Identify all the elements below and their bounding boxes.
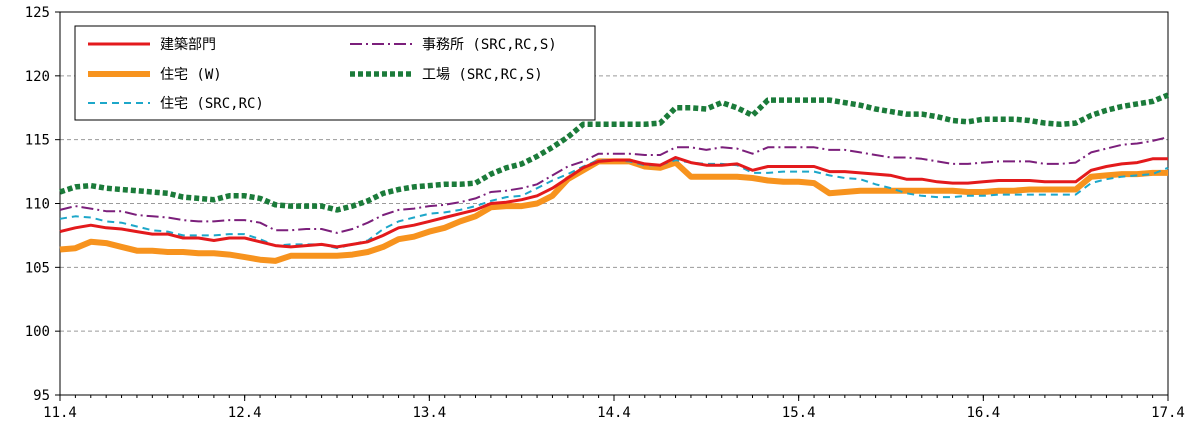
y-tick-label: 125 bbox=[25, 5, 50, 21]
x-tick-label: 15.4 bbox=[782, 405, 816, 421]
y-tick-label: 110 bbox=[25, 197, 50, 213]
series-line bbox=[59, 159, 1169, 250]
x-tick-label: 11.4 bbox=[43, 405, 77, 421]
legend-label: 住宅 (SRC,RC) bbox=[160, 96, 264, 112]
y-tick-label: 120 bbox=[25, 69, 50, 85]
y-tick-label: 95 bbox=[33, 388, 50, 404]
axes: 95 100 105 110 115 120 125 11.4 12.4 13.4 14.4 15.4… bbox=[25, 5, 1185, 421]
y-tick-label: 100 bbox=[25, 324, 50, 340]
x-tick-label: 12.4 bbox=[228, 405, 262, 421]
legend-label: 事務所 (SRC,RC,S) bbox=[422, 37, 557, 53]
y-tick-label: 115 bbox=[25, 133, 50, 149]
x-tick-label: 13.4 bbox=[412, 405, 446, 421]
x-tick-label: 14.4 bbox=[597, 405, 631, 421]
series-lines bbox=[59, 92, 1170, 264]
legend-label: 工場 (SRC,RC,S) bbox=[422, 67, 543, 83]
series-line bbox=[59, 136, 1169, 234]
legend-box bbox=[74, 25, 596, 121]
legend-label: 住宅 (W) bbox=[160, 67, 222, 83]
y-tick-label: 105 bbox=[25, 260, 50, 276]
x-tick-label: 17.4 bbox=[1151, 405, 1185, 421]
series-line bbox=[59, 92, 1170, 213]
x-tick-label: 16.4 bbox=[966, 405, 1000, 421]
legend-label: 建築部門 bbox=[160, 37, 216, 53]
grid-lines bbox=[60, 75, 1168, 332]
series-line bbox=[59, 156, 1168, 249]
series-line bbox=[59, 158, 1168, 264]
